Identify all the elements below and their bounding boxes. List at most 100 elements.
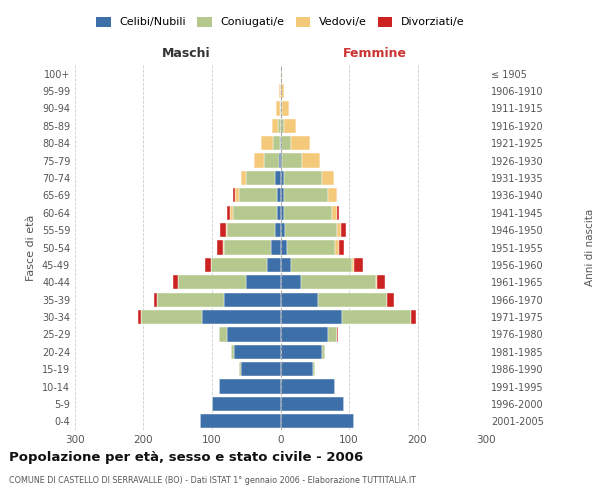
Bar — [178, 275, 246, 289]
Bar — [142, 310, 202, 324]
Bar — [313, 362, 315, 376]
Bar — [339, 240, 344, 254]
Bar — [281, 292, 318, 307]
Bar — [355, 258, 363, 272]
Bar — [281, 66, 282, 81]
Bar — [273, 136, 280, 150]
Bar — [322, 344, 325, 359]
Bar — [322, 171, 334, 185]
Bar — [157, 292, 224, 307]
Bar — [227, 223, 275, 237]
Bar — [227, 328, 281, 342]
Bar — [281, 136, 291, 150]
Bar — [352, 258, 355, 272]
Bar — [302, 154, 320, 168]
Bar — [301, 275, 376, 289]
Bar — [280, 136, 281, 150]
Bar — [284, 188, 328, 202]
Bar — [219, 380, 281, 394]
Bar — [342, 310, 410, 324]
Bar — [241, 171, 246, 185]
Bar — [284, 206, 332, 220]
Bar — [173, 275, 178, 289]
Bar — [226, 223, 227, 237]
Bar — [235, 188, 239, 202]
Text: COMUNE DI CASTELLO DI SERRAVALLE (BO) - Dati ISTAT 1° gennaio 2006 - Elaborazion: COMUNE DI CASTELLO DI SERRAVALLE (BO) - … — [9, 476, 416, 485]
Bar — [410, 310, 416, 324]
Bar — [328, 188, 337, 202]
Bar — [337, 206, 340, 220]
Bar — [275, 223, 281, 237]
Bar — [267, 258, 281, 272]
Bar — [239, 188, 277, 202]
Bar — [254, 154, 264, 168]
Bar — [318, 292, 386, 307]
Bar — [281, 328, 328, 342]
Bar — [281, 362, 313, 376]
Bar — [281, 310, 342, 324]
Bar — [291, 258, 352, 272]
Bar — [281, 118, 284, 133]
Bar — [328, 328, 337, 342]
Bar — [281, 171, 284, 185]
Bar — [224, 240, 271, 254]
Bar — [281, 188, 284, 202]
Bar — [291, 136, 310, 150]
Bar — [281, 102, 282, 116]
Bar — [246, 171, 275, 185]
Bar — [231, 344, 234, 359]
Bar — [202, 310, 281, 324]
Bar — [281, 380, 335, 394]
Y-axis label: Anni di nascita: Anni di nascita — [586, 209, 595, 286]
Bar — [230, 206, 233, 220]
Text: Femmine: Femmine — [343, 46, 407, 60]
Bar — [275, 171, 281, 185]
Bar — [271, 240, 281, 254]
Bar — [220, 223, 226, 237]
Bar — [284, 118, 296, 133]
Bar — [205, 258, 211, 272]
Bar — [246, 275, 281, 289]
Bar — [279, 154, 281, 168]
Bar — [281, 154, 282, 168]
Bar — [277, 102, 280, 116]
Bar — [341, 223, 346, 237]
Text: Popolazione per età, sesso e stato civile - 2006: Popolazione per età, sesso e stato civil… — [9, 451, 363, 464]
Bar — [154, 292, 157, 307]
Bar — [212, 397, 281, 411]
Bar — [332, 206, 337, 220]
Bar — [200, 414, 281, 428]
Bar — [284, 171, 322, 185]
Bar — [281, 206, 284, 220]
Bar — [386, 292, 394, 307]
Bar — [262, 136, 273, 150]
Bar — [211, 258, 267, 272]
Bar — [335, 240, 339, 254]
Bar — [278, 118, 281, 133]
Bar — [227, 206, 230, 220]
Bar — [281, 84, 284, 98]
Bar — [281, 240, 287, 254]
Bar — [138, 310, 142, 324]
Text: Maschi: Maschi — [161, 46, 210, 60]
Bar — [233, 206, 277, 220]
Bar — [282, 102, 289, 116]
Bar — [285, 223, 337, 237]
Bar — [223, 240, 224, 254]
Bar — [337, 328, 338, 342]
Bar — [233, 188, 235, 202]
Bar — [277, 206, 281, 220]
Bar — [281, 275, 301, 289]
Bar — [337, 223, 341, 237]
Bar — [281, 397, 344, 411]
Bar — [224, 292, 281, 307]
Bar — [281, 223, 285, 237]
Bar — [264, 154, 279, 168]
Y-axis label: Fasce di età: Fasce di età — [26, 214, 36, 280]
Bar — [281, 344, 322, 359]
Bar — [279, 84, 281, 98]
Bar — [281, 258, 291, 272]
Bar — [241, 362, 281, 376]
Bar — [277, 188, 281, 202]
Legend: Celibi/Nubili, Coniugati/e, Vedovi/e, Divorziati/e: Celibi/Nubili, Coniugati/e, Vedovi/e, Di… — [92, 12, 469, 32]
